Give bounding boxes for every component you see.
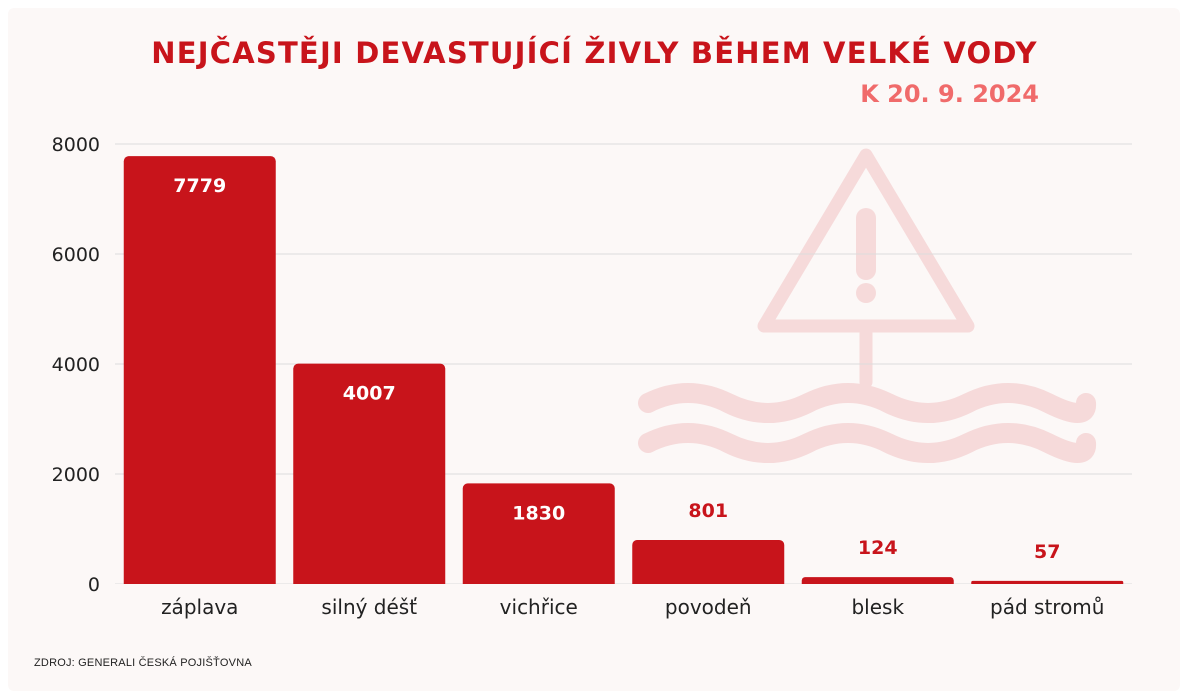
warning-dot-icon <box>856 283 876 303</box>
bar-value-label: 7779 <box>173 175 226 197</box>
wave-icon <box>638 383 1096 423</box>
x-category-label: povodeň <box>665 595 752 619</box>
chart-title: NEJČASTĚJI DEVASTUJÍCÍ ŽIVLY BĚHEM VELKÉ… <box>151 36 1038 70</box>
y-tick-label: 8000 <box>52 134 100 156</box>
bar <box>123 156 276 589</box>
bar-value-label: 801 <box>688 500 728 522</box>
bar <box>632 539 785 589</box>
warning-flood-icon <box>638 148 1096 463</box>
y-tick-label: 0 <box>88 574 100 596</box>
bar <box>293 363 446 589</box>
bar <box>462 483 615 589</box>
y-tick-label: 4000 <box>52 354 100 376</box>
wave-icon <box>638 423 1096 463</box>
bar-value-label: 124 <box>858 537 898 559</box>
x-category-label: blesk <box>851 595 904 619</box>
bar-value-label: 4007 <box>343 383 396 405</box>
y-tick-label: 2000 <box>52 464 100 486</box>
baseline-mask <box>105 584 1142 592</box>
source-note: ZDROJ: GENERALI ČESKÁ POJIŠŤOVNA <box>34 657 252 669</box>
y-tick-label: 6000 <box>52 244 100 266</box>
x-category-label: silný déšť <box>321 595 417 619</box>
x-category-label: záplava <box>161 595 238 619</box>
bar-value-label: 57 <box>1034 541 1060 563</box>
chart-subtitle: K 20. 9. 2024 <box>860 80 1039 108</box>
x-category-label: pád stromů <box>990 595 1104 619</box>
bar-value-label: 1830 <box>512 502 565 524</box>
x-category-label: vichřice <box>500 595 578 619</box>
